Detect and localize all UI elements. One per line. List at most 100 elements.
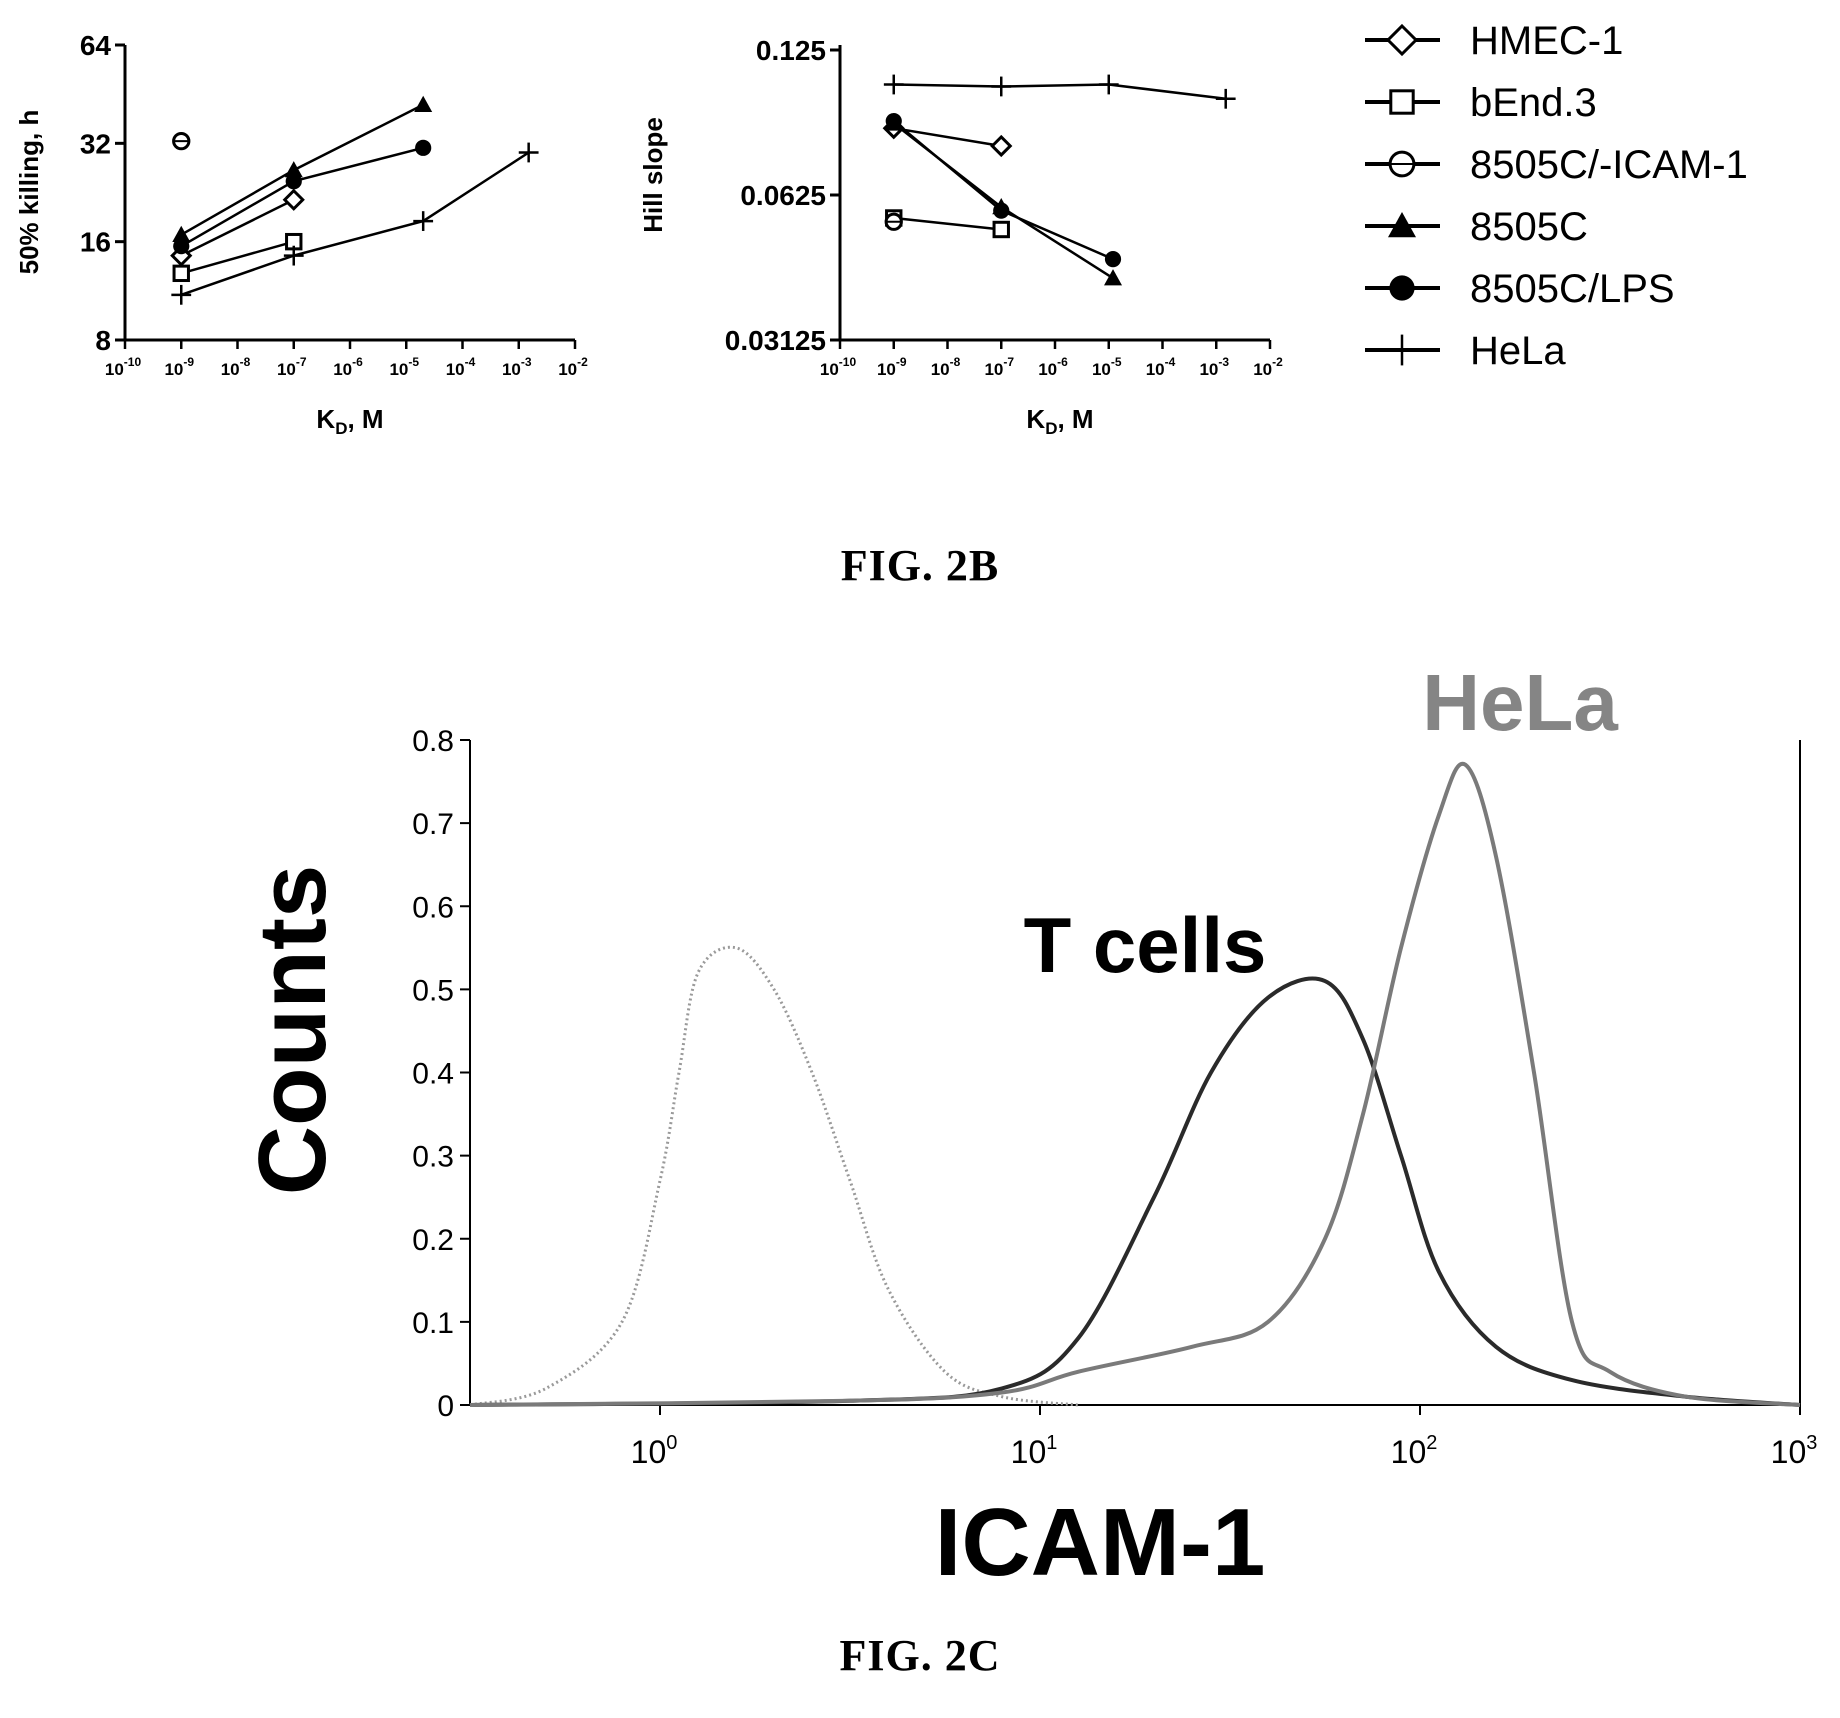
marker-shape [1388, 212, 1416, 238]
marker-shape [993, 202, 1010, 219]
marker-shape [1389, 89, 1415, 115]
x-ticks: 10-10 10-9 10-8 10-7 10-6 10-5 10-4 10-3 10-2 [105, 340, 588, 379]
marker-shape [992, 220, 1010, 239]
data-point [285, 173, 302, 190]
data-point [991, 76, 1012, 97]
series-line [180, 151, 530, 296]
marker-shape [1104, 269, 1123, 286]
y-ticks: 8 16 32 64 [80, 30, 125, 356]
legend: HMEC-1 bEnd.3 8505C/-ICAM-1 8505C 8505C/LPS H… [1365, 19, 1748, 373]
marker-shape [173, 238, 190, 255]
x-tick-label: 10-6 [1038, 355, 1068, 379]
marker-shape [1385, 23, 1419, 57]
circle-open-icon [1388, 150, 1416, 178]
series-bend-3 [885, 209, 1010, 239]
data-point [885, 112, 902, 130]
data-point [284, 161, 303, 178]
series-line [893, 216, 1002, 231]
x-tick-label: 101 [1011, 1432, 1058, 1470]
legend-item-8505c: 8505C [1365, 205, 1588, 249]
data-point [884, 212, 903, 231]
marker-shape [172, 264, 190, 283]
legend-label: bEnd.3 [1470, 81, 1597, 125]
histogram-group [469, 761, 1801, 1407]
marker-shape [990, 134, 1013, 158]
series-line [180, 240, 295, 275]
series-hmec-1 [882, 117, 1013, 158]
data-point [1215, 88, 1236, 109]
marker-shape [1389, 275, 1415, 301]
legend-item-8505c-icam-1: 8505C/-ICAM-1 [1365, 143, 1748, 187]
x-axis-label: KD, M [316, 404, 383, 438]
x-tick-label: 10-10 [105, 355, 142, 379]
legend-label: HMEC-1 [1470, 19, 1623, 63]
series-line [180, 198, 295, 257]
y-axis-label: Counts [239, 865, 346, 1196]
histogram-t-cells [469, 976, 1801, 1407]
plus-icon [1386, 334, 1418, 366]
data-point [172, 131, 191, 151]
annotation-hela: HeLa [1422, 658, 1618, 747]
y-tick-label: 0 [437, 1390, 454, 1423]
data-point [414, 95, 433, 112]
legend-label: 8505C/LPS [1470, 267, 1675, 311]
series-8505c-icam-1 [172, 131, 191, 151]
marker-shape [285, 173, 302, 190]
data-point [1104, 269, 1123, 286]
data-point [883, 74, 904, 95]
panel-2c: 0 0.1 0.2 0.3 0.4 0.5 0.6 0.7 0.8 100 101 102 103 C… [239, 658, 1817, 1596]
x-tick-label: 10-9 [877, 355, 907, 379]
x-tick-label: 10-2 [1253, 355, 1283, 379]
x-tick-label: 10-2 [558, 355, 588, 379]
x-tick-label: 10-6 [333, 355, 363, 379]
data-point [990, 134, 1013, 158]
x-tick-label: 10-5 [389, 355, 419, 379]
y-axis-label: 50% killing, h [14, 110, 44, 275]
legend-label: 8505C [1470, 205, 1588, 249]
figure-caption-2b: FIG. 2B [840, 541, 1000, 590]
data-point [172, 264, 190, 283]
data-point [992, 220, 1010, 239]
marker-shape [885, 112, 902, 130]
marker-shape [1104, 251, 1122, 268]
data-point [1098, 74, 1119, 95]
y-ticks: 0.03125 0.0625 0.125 [725, 35, 840, 356]
legend-item-hela: HeLa [1365, 329, 1566, 373]
y-tick-label: 0.03125 [725, 325, 826, 356]
y-ticks: 0 0.1 0.2 0.3 0.4 0.5 0.6 0.7 0.8 [412, 725, 470, 1423]
figure-caption-2c: FIG. 2C [839, 1631, 1001, 1680]
x-tick-label: 10-10 [820, 355, 857, 379]
x-tick-label: 10-4 [446, 355, 476, 379]
marker-shape [282, 188, 305, 211]
x-tick-label: 100 [631, 1432, 678, 1470]
y-tick-label: 16 [80, 227, 111, 258]
x-tick-label: 10-7 [984, 355, 1014, 379]
x-ticks: 100 101 102 103 [631, 1405, 1817, 1470]
x-axis-label: ICAM-1 [935, 1489, 1266, 1596]
y-tick-label: 0.8 [412, 725, 454, 758]
x-tick-label: 102 [1391, 1432, 1438, 1470]
triangle-icon [1388, 212, 1416, 238]
y-tick-label: 0.6 [412, 891, 454, 924]
series-group [882, 74, 1236, 286]
y-tick-label: 64 [80, 30, 112, 61]
series-hela [883, 74, 1236, 109]
series-hela [171, 142, 539, 305]
x-ticks: 10-10 10-9 10-8 10-7 10-6 10-5 10-4 10-3 10-2 [820, 340, 1283, 379]
data-point [1104, 251, 1122, 268]
legend-item-bend-3: bEnd.3 [1365, 81, 1597, 125]
data-point [518, 142, 539, 163]
marker-shape [284, 161, 303, 178]
y-tick-label: 0.0625 [740, 180, 826, 211]
data-point [173, 238, 190, 255]
series-bend-3 [172, 232, 303, 283]
series-8505c-icam-1 [884, 212, 903, 231]
series-group [170, 95, 539, 305]
legend-label: HeLa [1470, 329, 1566, 373]
y-tick-label: 0.1 [412, 1307, 454, 1340]
y-axis-label: Hill slope [638, 117, 668, 233]
panel-2b-right: 0.03125 0.0625 0.125 10-10 10-9 10-8 10-7 10-6… [638, 35, 1283, 438]
series-line [180, 103, 424, 236]
y-tick-label: 0.3 [412, 1141, 454, 1174]
